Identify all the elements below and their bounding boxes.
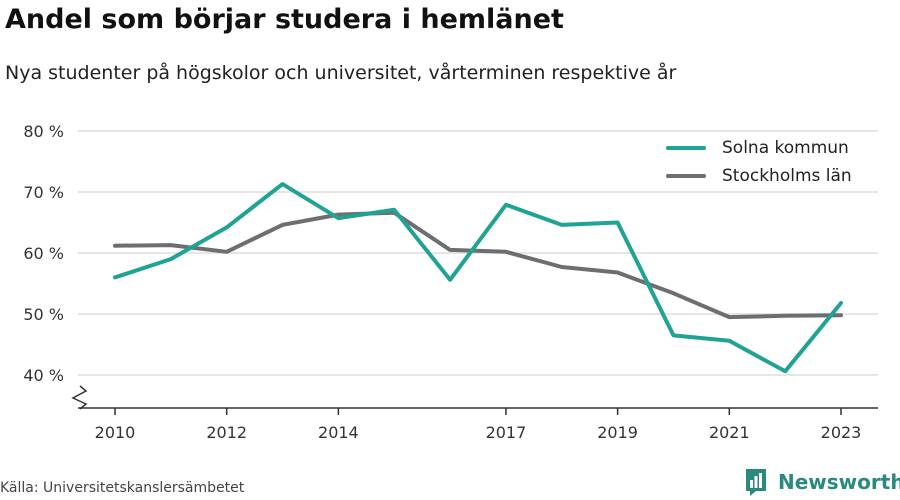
legend-item-solna: Solna kommun <box>666 134 852 162</box>
series-line-stockholm <box>113 210 843 320</box>
legend-swatch-stockholm <box>666 174 706 178</box>
y-tick-label: 70 % <box>23 183 64 202</box>
newsworthy-logo-icon <box>746 469 766 496</box>
legend-label-stockholm: Stockholms län <box>722 166 852 186</box>
x-tick-label: 2023 <box>821 423 862 442</box>
legend-label-solna: Solna kommun <box>722 138 849 158</box>
source-note: Källa: Universitetskanslersämbetet <box>0 480 245 496</box>
series-lines <box>113 182 843 374</box>
axis-break-icon <box>71 385 88 410</box>
y-tick-label: 80 % <box>23 122 64 141</box>
series-line-solna <box>113 182 843 374</box>
legend-swatch-solna <box>666 146 706 150</box>
y-tick-label: 50 % <box>23 305 64 324</box>
y-tick-label: 40 % <box>23 366 64 385</box>
x-tick-label: 2012 <box>206 423 247 442</box>
legend-item-stockholm: Stockholms län <box>666 162 852 190</box>
y-tick-label: 60 % <box>23 244 64 263</box>
x-tick-label: 2021 <box>709 423 750 442</box>
chart-title: Andel som börjar studera i hemlänet <box>5 4 564 35</box>
line-chart: 40 % 50 % 60 % 70 % 80 % 2010 2012 2014 2017 2019… <box>23 122 878 442</box>
brand-name: Newsworthy <box>778 470 900 494</box>
x-tick-label: 2019 <box>597 423 638 442</box>
x-tick-label: 2014 <box>318 423 359 442</box>
x-tick-label: 2017 <box>486 423 527 442</box>
x-tick-label: 2010 <box>95 423 136 442</box>
grid-lines <box>78 130 878 376</box>
legend: Solna kommun Stockholms län <box>666 134 852 190</box>
axes: 40 % 50 % 60 % 70 % 80 % 2010 2012 2014 2017 2019… <box>23 122 878 442</box>
chart-subtitle: Nya studenter på högskolor och universit… <box>5 62 677 84</box>
brand-logo[interactable]: Newsworthy <box>744 466 900 498</box>
